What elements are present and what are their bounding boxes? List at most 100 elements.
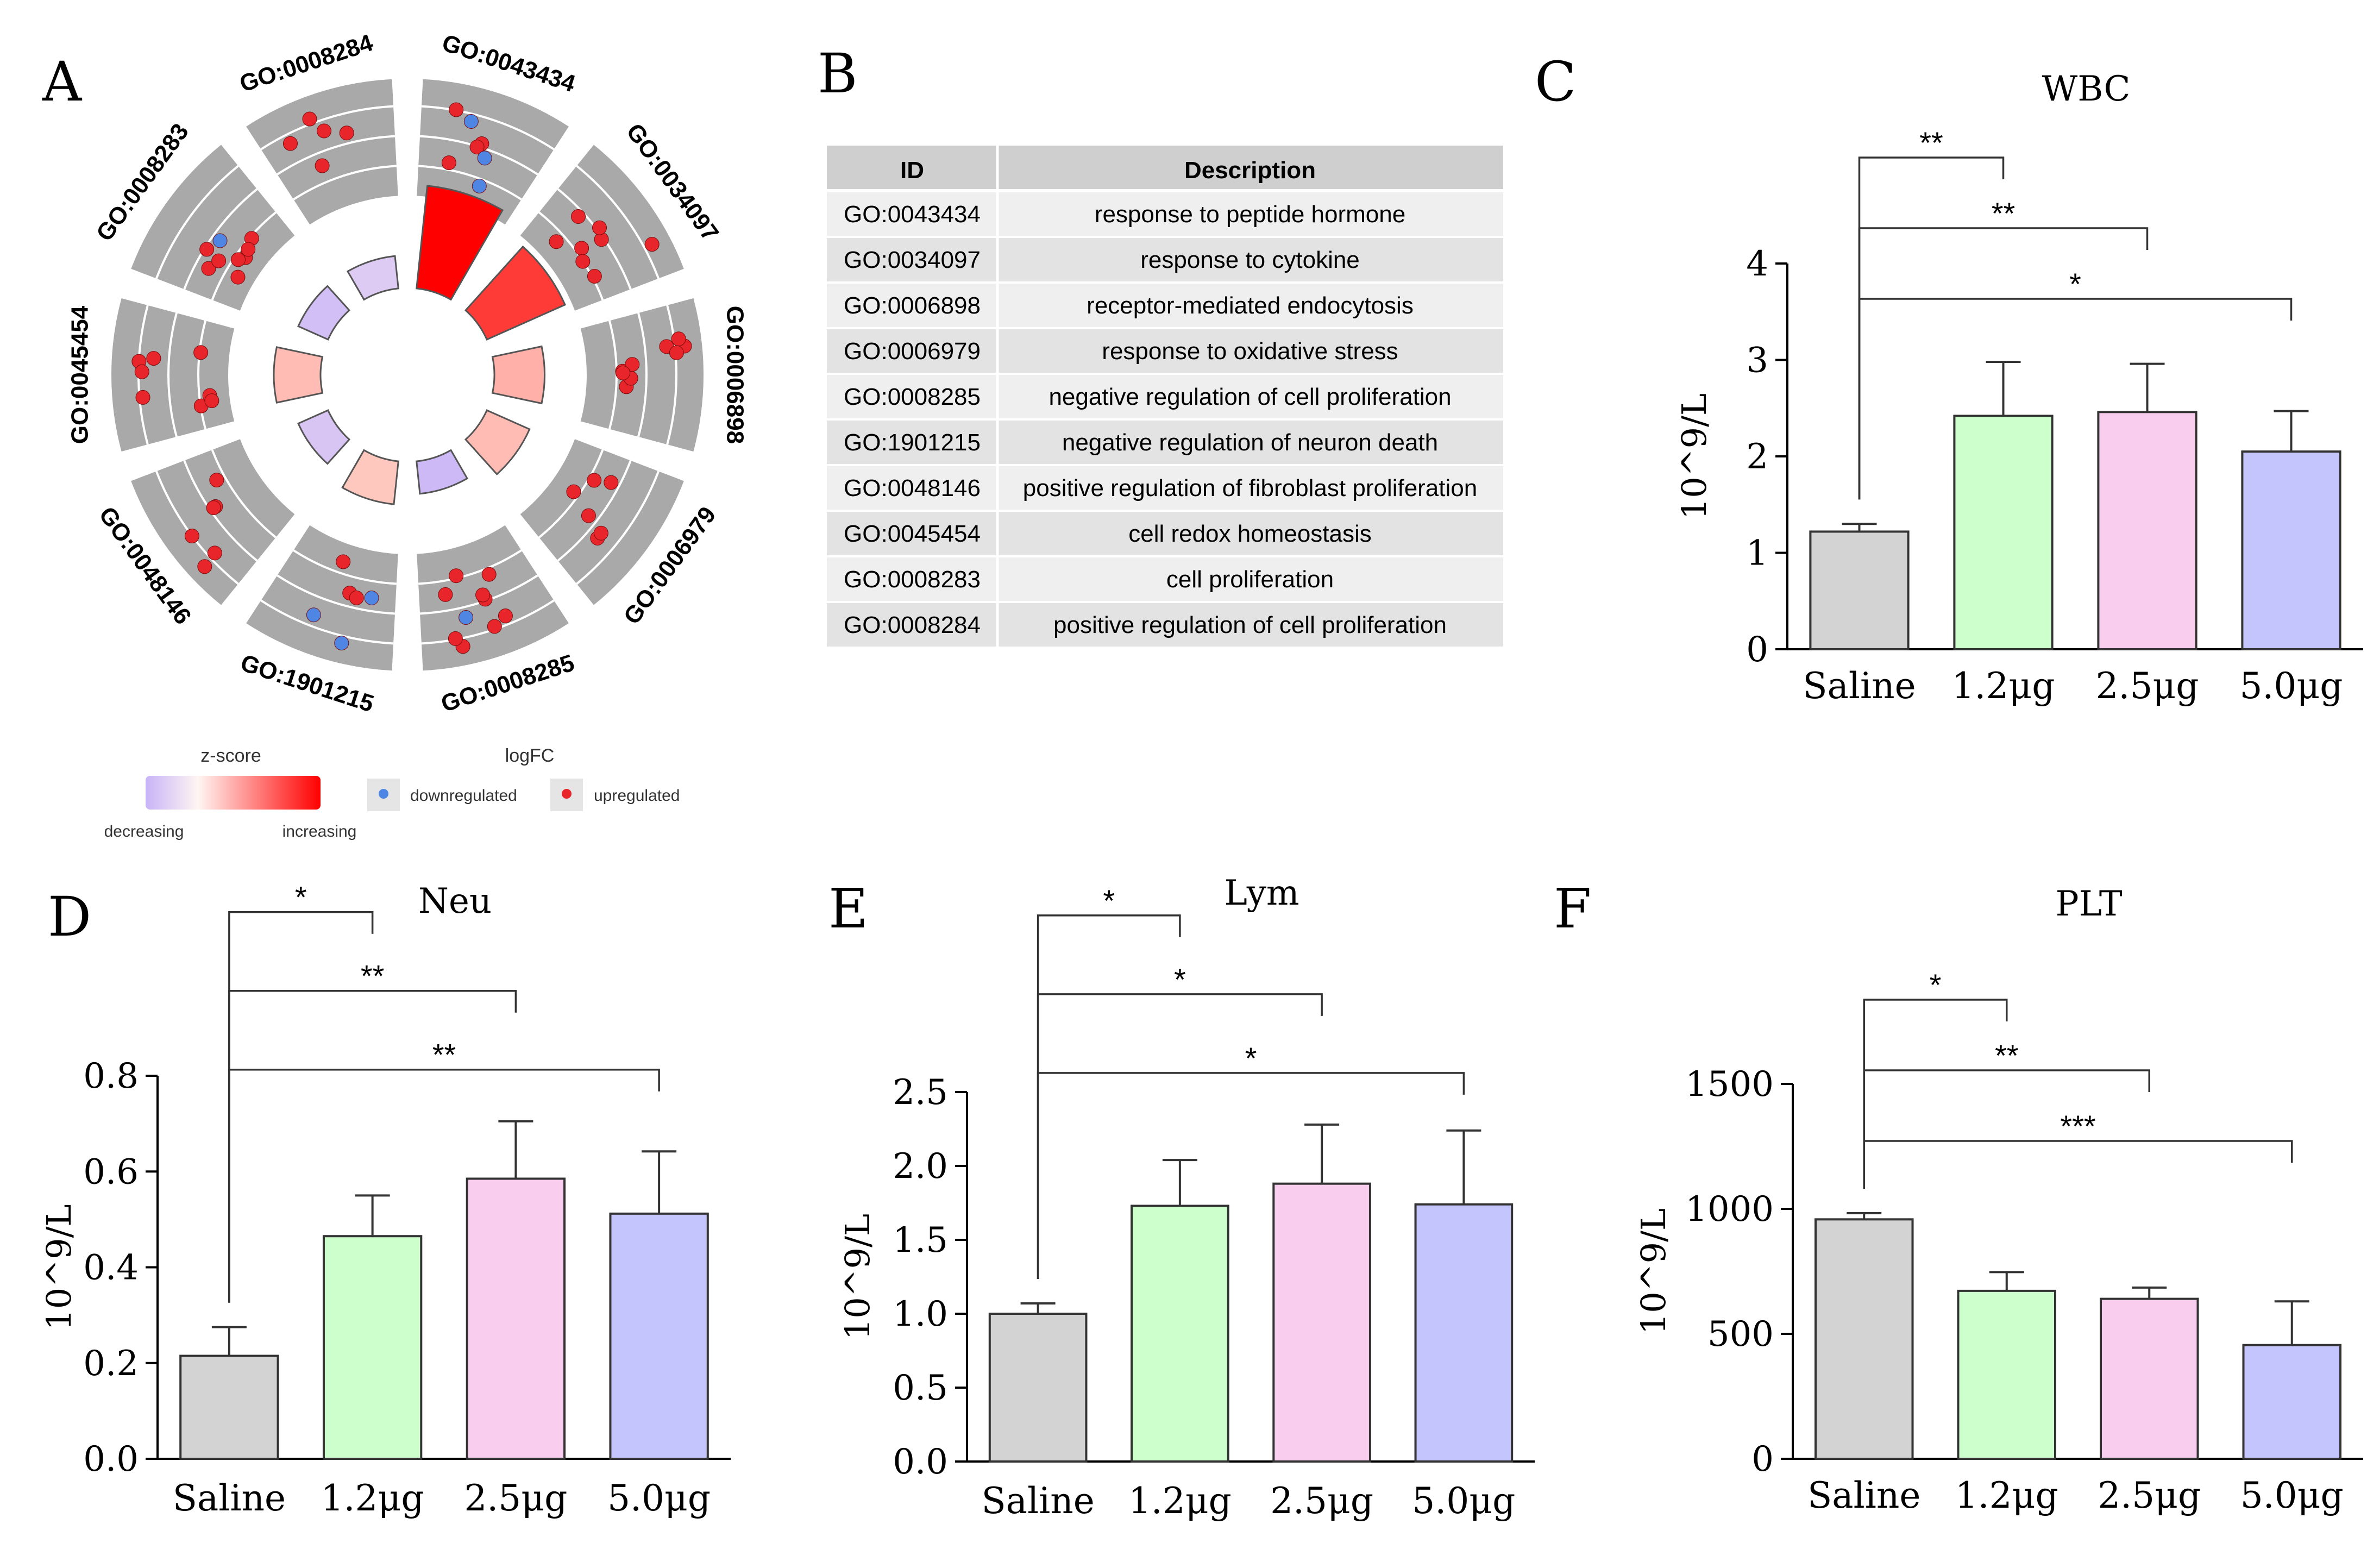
bar xyxy=(466,1177,566,1460)
chart-title: WBC xyxy=(2042,69,2131,109)
gene-point-up xyxy=(135,390,150,405)
category-label: Saline xyxy=(1803,665,1916,707)
go-term-track xyxy=(580,298,704,452)
y-tick-label: 2.5 xyxy=(893,1072,948,1113)
table-cell-id: GO:0008284 xyxy=(844,612,981,638)
category-label: 1.2μg xyxy=(321,1477,424,1519)
significance-label: * xyxy=(1103,883,1115,918)
gene-point-up xyxy=(481,567,497,582)
down-key-dot xyxy=(379,789,388,799)
category-label: Saline xyxy=(1807,1475,1920,1516)
gene-point-up xyxy=(449,102,464,117)
gene-point-up xyxy=(487,619,502,634)
gene-point-up xyxy=(498,609,513,624)
significance-bracket xyxy=(1863,1140,2293,1189)
panel-letter-e: E xyxy=(828,877,868,940)
y-tick-label: 1500 xyxy=(1685,1064,1774,1105)
chart-neu: Neu 10^9/L 0.0 0.2 0.4 0.6 0.8 Saline 1.2μg 2.5μg… xyxy=(39,880,731,1519)
up-key-dot xyxy=(562,789,572,799)
category-label: Saline xyxy=(173,1477,286,1519)
bar xyxy=(2097,411,2198,650)
table-cell-id: GO:0008285 xyxy=(844,384,981,410)
y-tick-label: 0.0 xyxy=(893,1442,948,1482)
panel-letter-c: C xyxy=(1535,50,1577,114)
significance-label: * xyxy=(1174,962,1186,996)
y-tick-label: 0.8 xyxy=(83,1056,139,1096)
y-tick-label: 0.4 xyxy=(83,1248,139,1288)
category-label: 1.2μg xyxy=(1951,665,2055,707)
significance-bracket xyxy=(1037,1072,1465,1279)
go-term-track xyxy=(520,439,684,605)
significance-label: * xyxy=(1930,968,1942,1002)
table-cell-description: response to oxidative stress xyxy=(1102,338,1398,365)
y-tick-label: 2 xyxy=(1746,437,1768,477)
y-tick-label: 1.0 xyxy=(893,1294,948,1334)
gene-point-up xyxy=(349,590,364,605)
bar xyxy=(1809,530,1910,651)
table-row xyxy=(827,466,1503,510)
go-term-track xyxy=(131,439,295,605)
y-tick-label: 1000 xyxy=(1685,1189,1774,1230)
category-label: 5.0μg xyxy=(607,1477,711,1519)
y-tick-label: 0 xyxy=(1746,630,1768,670)
significance-label: *** xyxy=(2060,1109,2095,1143)
bar xyxy=(179,1354,279,1460)
category-label: 2.5μg xyxy=(2098,1475,2201,1516)
gene-point-down xyxy=(459,610,474,625)
down-key-label: downregulated xyxy=(410,787,517,805)
gene-point-up xyxy=(581,508,596,523)
zscore-bar xyxy=(341,449,399,505)
table-cell-description: cell redox homeostasis xyxy=(1128,520,1372,547)
bar xyxy=(988,1313,1088,1463)
gene-point-down xyxy=(477,150,492,166)
table-row xyxy=(827,192,1503,236)
table-cell-description: positive regulation of cell proliferatio… xyxy=(1053,612,1447,638)
table-row xyxy=(827,557,1503,601)
bar xyxy=(1272,1182,1371,1463)
gene-point-up xyxy=(644,237,660,252)
y-tick-label: 0 xyxy=(1751,1439,1774,1479)
category-label: 5.0μg xyxy=(2240,1475,2344,1516)
panel-letter-a: A xyxy=(42,50,83,114)
table-cell-id: GO:0043434 xyxy=(844,201,981,228)
y-tick-label: 0.0 xyxy=(83,1439,139,1479)
y-tick-label: 2.0 xyxy=(893,1146,948,1187)
gene-point-up xyxy=(193,345,209,360)
significance-bracket xyxy=(1858,298,2293,500)
gene-point-up xyxy=(302,111,317,127)
table-cell-description: cell proliferation xyxy=(1166,566,1334,593)
gene-point-up xyxy=(566,484,581,499)
gene-point-down xyxy=(212,233,228,248)
gene-point-up xyxy=(201,261,216,276)
zscore-bar xyxy=(297,409,351,465)
gene-point-up xyxy=(587,473,602,488)
gene-point-up xyxy=(575,254,591,269)
category-label: 1.2μg xyxy=(1955,1475,2058,1516)
gene-point-down xyxy=(306,607,321,623)
go-table: ID Description GO:0043434 response to pep… xyxy=(827,146,1503,647)
gene-point-up xyxy=(438,587,453,602)
gene-point-up xyxy=(571,209,586,224)
table-cell-id: GO:0034097 xyxy=(844,247,981,273)
bar xyxy=(2241,450,2341,650)
gene-point-up xyxy=(449,568,464,584)
panel-letter-f: F xyxy=(1554,877,1591,940)
gene-point-up xyxy=(282,136,298,151)
table-cell-id: GO:1901215 xyxy=(844,429,981,456)
gene-point-up xyxy=(469,140,485,155)
gene-point-up xyxy=(315,158,330,173)
go-legend: z-score decreasing increasing logFC down… xyxy=(104,745,680,841)
zscore-colorbar xyxy=(146,776,321,810)
category-label: 2.5μg xyxy=(2095,665,2199,707)
significance-label: ** xyxy=(432,1038,456,1072)
gene-point-up xyxy=(592,220,607,235)
gene-point-up xyxy=(204,393,219,409)
y-axis-label: 10^9/L xyxy=(1674,393,1714,519)
bar xyxy=(2100,1297,2199,1460)
table-row xyxy=(827,329,1503,373)
chart-title: Neu xyxy=(418,881,492,921)
chart-title: Lym xyxy=(1224,873,1299,913)
y-tick-label: 0.5 xyxy=(893,1368,948,1408)
